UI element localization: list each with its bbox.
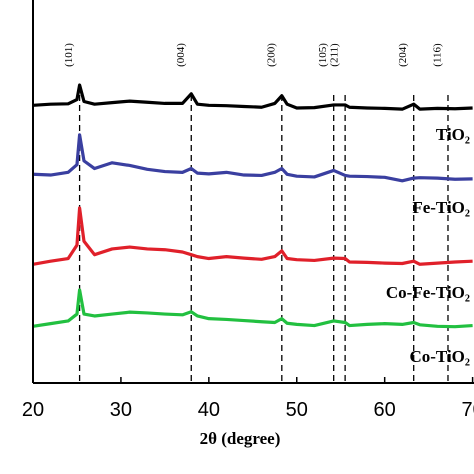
x-tick-label: 30 — [110, 399, 132, 421]
peak-label: (116) — [432, 43, 444, 67]
legend-label: Co-TiO₂ — [409, 347, 470, 366]
x-tick-label: 70 — [461, 399, 474, 421]
x-tick-label: 20 — [22, 399, 44, 421]
peak-label: (004) — [175, 43, 187, 67]
peak-label: (105) — [317, 43, 329, 67]
series-line — [32, 288, 473, 329]
peak-label: (204) — [397, 43, 409, 67]
legend-label: Fe-TiO₂ — [412, 198, 470, 217]
series-line — [32, 133, 473, 183]
legend-label: TiO₂ — [436, 125, 470, 144]
x-axis-label: 2θ (degree) — [200, 429, 281, 448]
series-line — [32, 206, 473, 266]
legend-label: Co-Fe-TiO₂ — [386, 283, 470, 302]
x-tick-label: 50 — [286, 399, 308, 421]
series-line — [32, 83, 473, 111]
peak-label: (101) — [63, 43, 75, 67]
x-tick-label: 40 — [198, 399, 220, 421]
x-tick-label: 60 — [374, 399, 396, 421]
peak-label: (211) — [329, 43, 341, 67]
peak-label: (200) — [265, 43, 277, 67]
